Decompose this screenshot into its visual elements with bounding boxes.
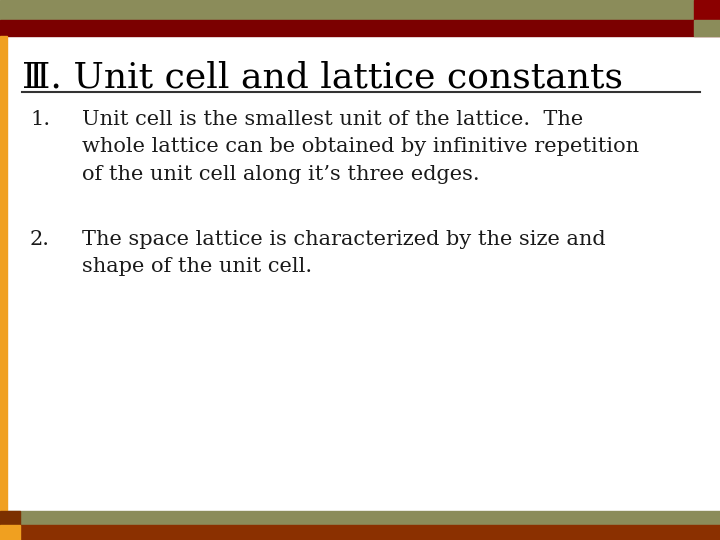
Text: Ⅲ. Unit cell and lattice constants: Ⅲ. Unit cell and lattice constants (22, 60, 623, 94)
Bar (0, 511, 20, 525)
Bar (0, 36, 7, 511)
Bar (0, 511, 720, 525)
Bar (694, 20, 720, 36)
Bar (0, 525, 720, 540)
Text: 1.: 1. (30, 110, 50, 129)
Bar (694, 0, 720, 20)
Bar (0, 0, 720, 20)
Text: Unit cell is the smallest unit of the lattice.  The
whole lattice can be obtaine: Unit cell is the smallest unit of the la… (82, 110, 639, 184)
Bar (0, 525, 20, 540)
Text: 2.: 2. (30, 230, 50, 249)
Text: The space lattice is characterized by the size and
shape of the unit cell.: The space lattice is characterized by th… (82, 230, 606, 276)
Bar (0, 20, 720, 36)
